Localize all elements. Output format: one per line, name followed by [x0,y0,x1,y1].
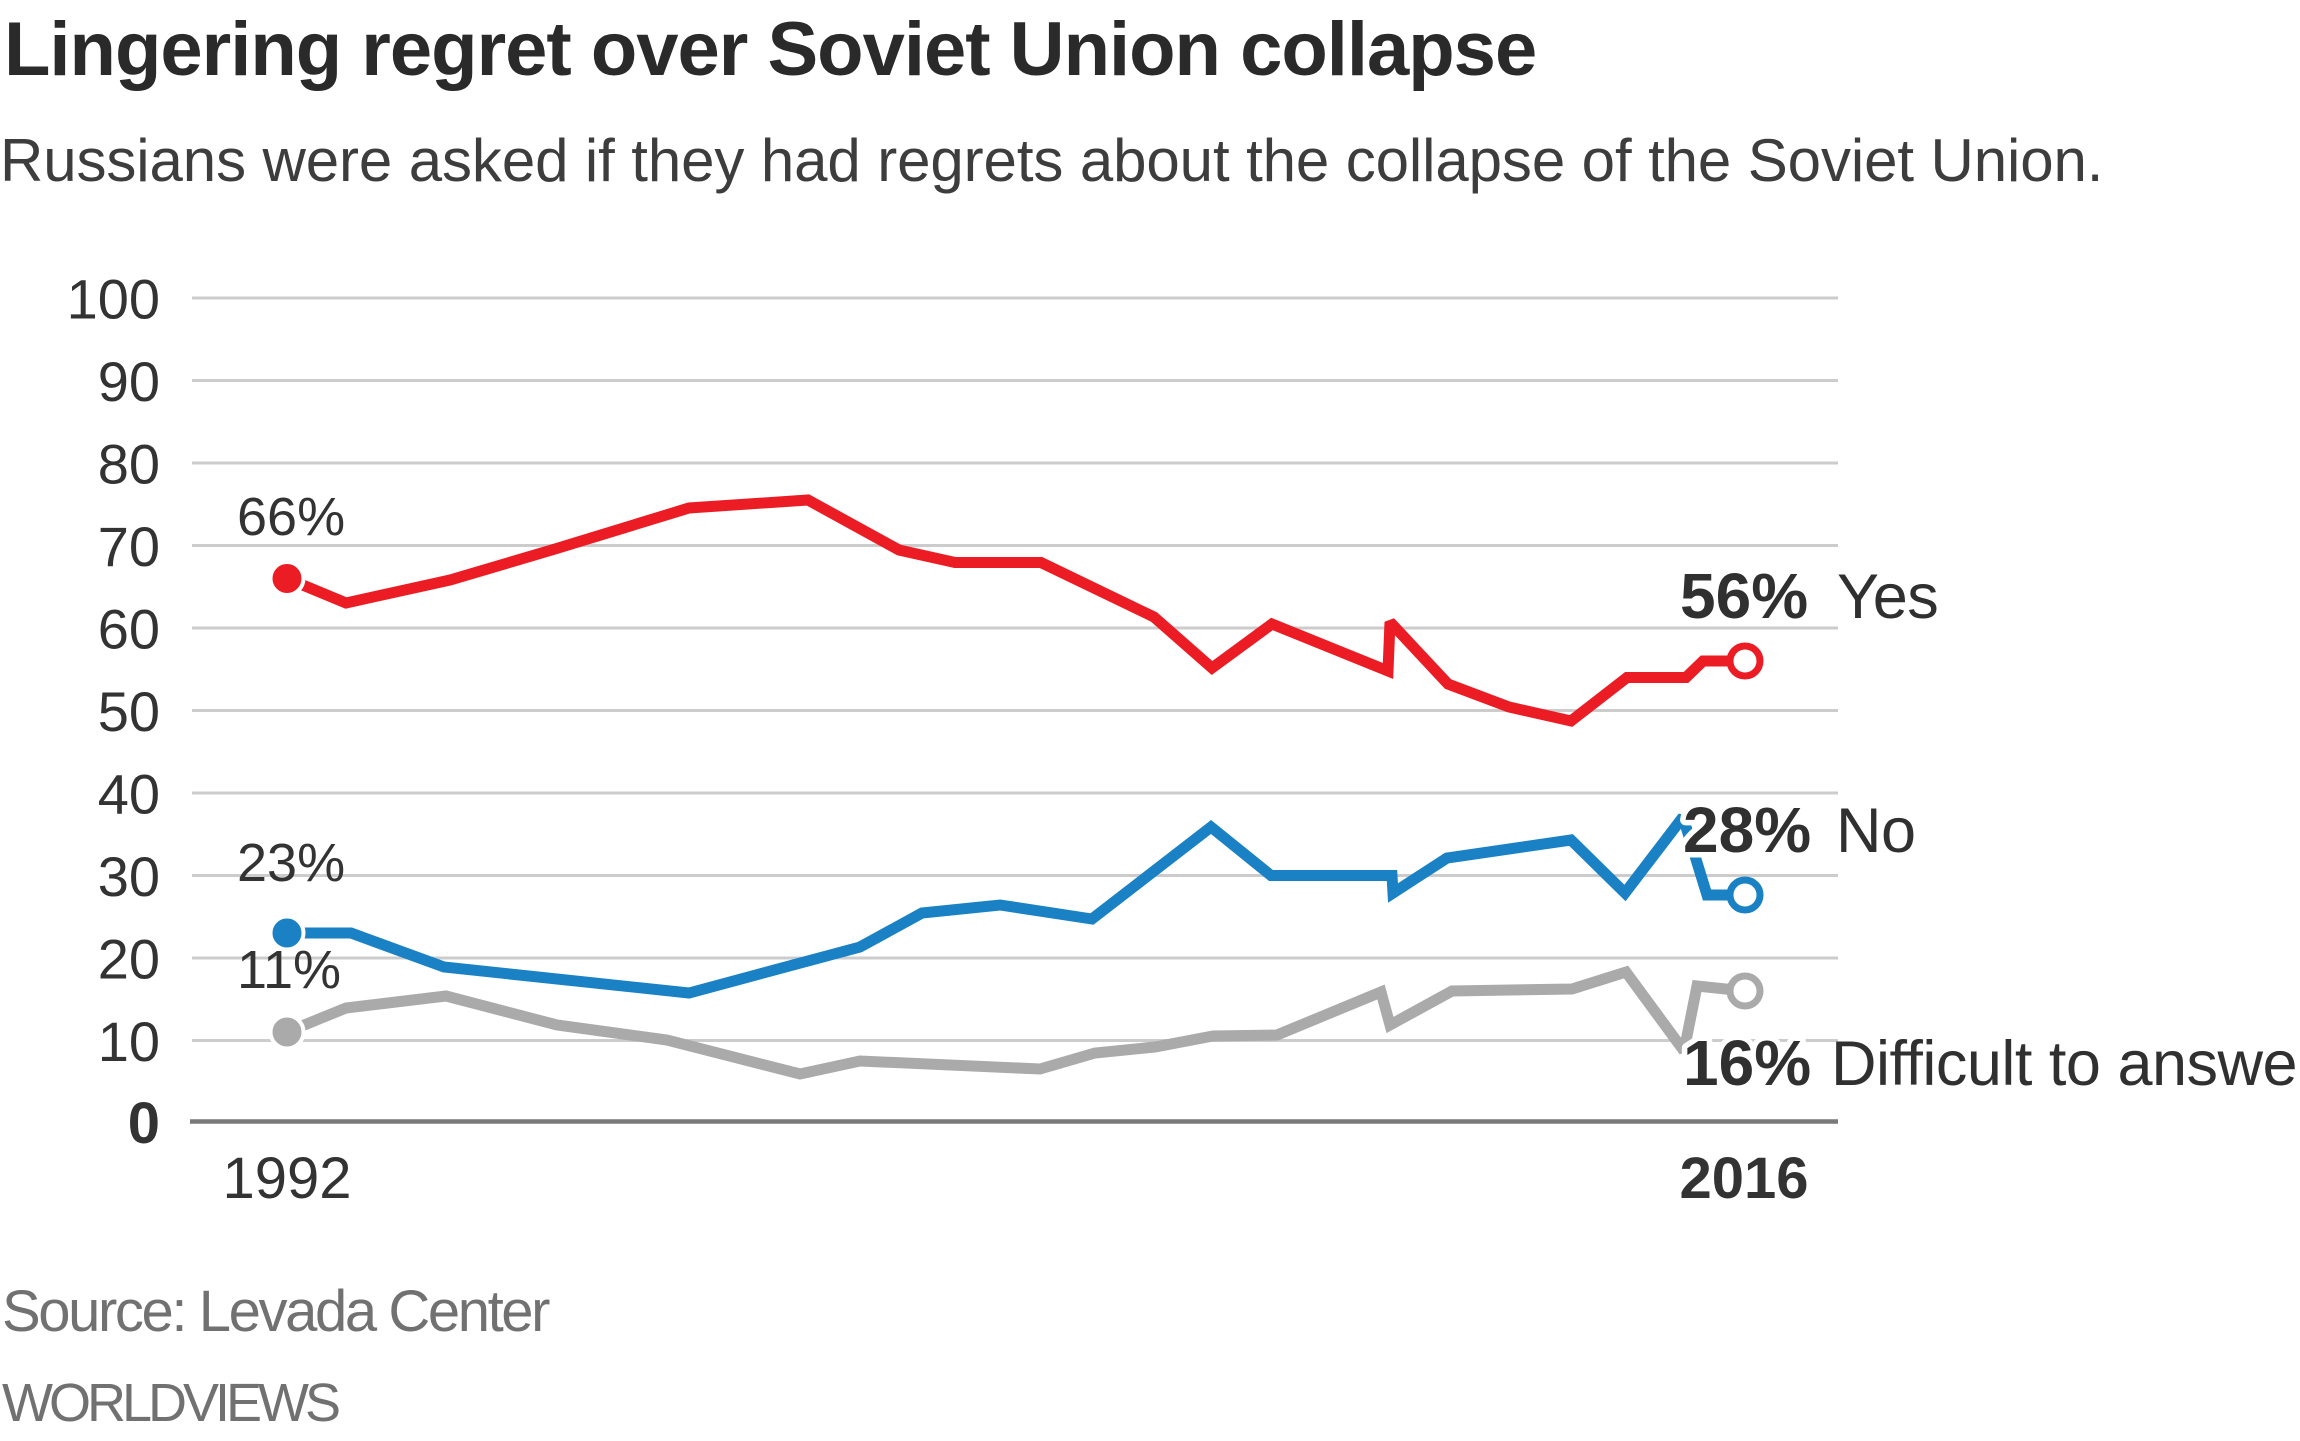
svg-text:66%: 66% [237,487,345,547]
svg-text:60: 60 [98,597,160,660]
svg-text:23%: 23% [237,833,345,893]
svg-text:10: 10 [98,1010,160,1073]
svg-text:11%: 11% [237,940,341,1000]
svg-text:28%: 28% [1683,794,1811,866]
svg-text:20: 20 [98,927,160,990]
svg-text:WORLDVIEWS: WORLDVIEWS [2,1373,339,1433]
svg-text:Yes: Yes [1837,562,1938,632]
svg-text:30: 30 [98,845,160,908]
svg-text:90: 90 [98,350,160,413]
svg-text:1992: 1992 [222,1146,351,1211]
svg-text:Russians were asked if they ha: Russians were asked if they had regrets … [0,127,2103,194]
svg-text:2016: 2016 [1679,1146,1808,1211]
svg-text:No: No [1836,796,1916,866]
svg-text:Difficult to answer: Difficult to answer [1831,1029,2300,1099]
svg-text:80: 80 [98,432,160,495]
svg-text:50: 50 [98,680,160,743]
svg-text:70: 70 [98,515,160,578]
svg-text:100: 100 [67,267,160,330]
svg-text:0: 0 [128,1091,160,1156]
svg-text:40: 40 [98,762,160,825]
svg-text:56%: 56% [1680,560,1808,632]
svg-text:16%: 16% [1683,1027,1811,1099]
svg-text:Lingering regret over Soviet U: Lingering regret over Soviet Union colla… [4,7,1536,92]
svg-text:Source: Levada Center: Source: Levada Center [2,1279,550,1344]
